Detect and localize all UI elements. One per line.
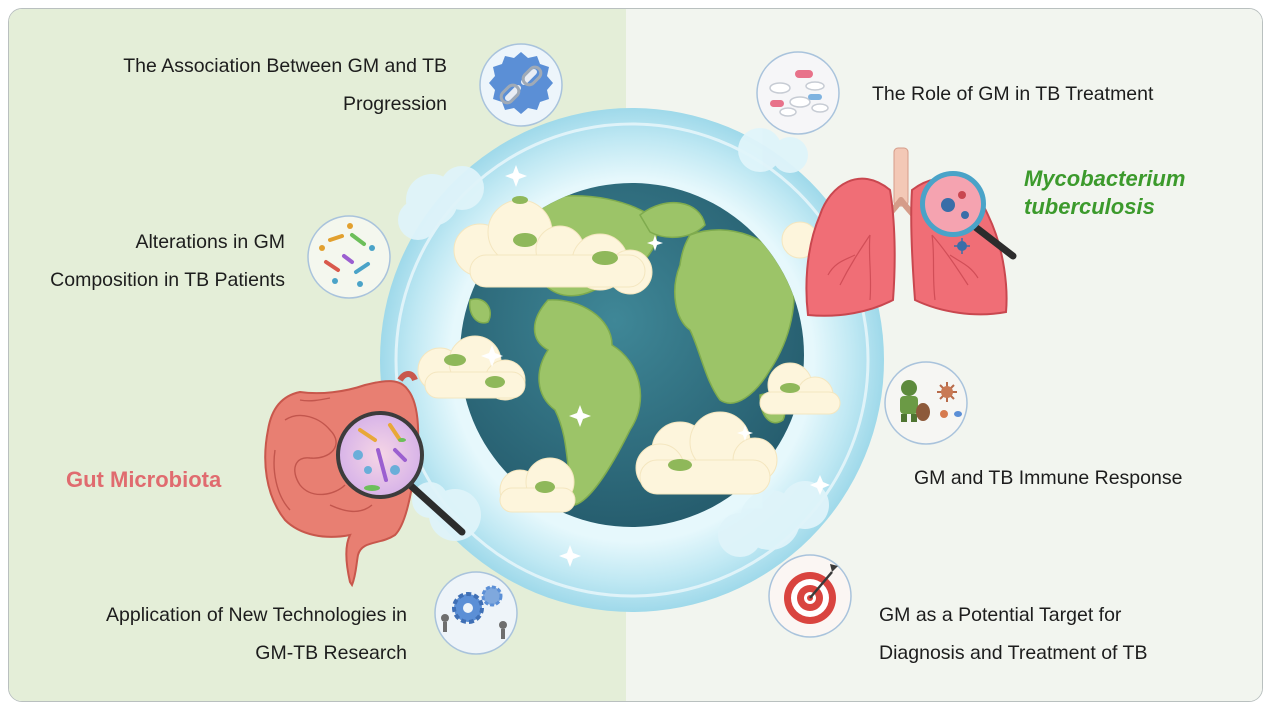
topic-immune-line1: GM and TB Immune Response <box>914 467 1183 489</box>
mycobacterium-title-line1: Mycobacterium <box>1024 166 1186 191</box>
mycobacterium-title: Mycobacterium tuberculosis <box>1024 165 1185 221</box>
topic-technologies: Application of New Technologies in GM-TB… <box>106 596 407 672</box>
immune-defender-icon <box>884 361 968 445</box>
topic-alterations: Alterations in GM Composition in TB Pati… <box>50 223 285 299</box>
topic-association-line2: Progression <box>342 93 447 115</box>
topic-association: The Association Between GM and TB Progre… <box>123 47 447 123</box>
topic-alterations-line1: Alterations in GM <box>135 231 285 253</box>
target-icon <box>768 554 852 638</box>
link-icon <box>479 43 563 127</box>
bacteria-icon <box>954 238 970 254</box>
topic-treatment: The Role of GM in TB Treatment <box>872 75 1153 113</box>
gears-icon <box>434 571 518 655</box>
leaf-icon <box>444 196 800 493</box>
topic-target-line2: Diagnosis and Treatment of TB <box>879 642 1148 664</box>
topic-alterations-line2: Composition in TB Patients <box>50 269 285 291</box>
mycobacterium-title-line2: tuberculosis <box>1024 194 1155 219</box>
topic-technologies-line2: GM-TB Research <box>255 642 407 664</box>
magnifier-icon <box>336 411 466 536</box>
topic-target: GM as a Potential Target for Diagnosis a… <box>879 596 1147 672</box>
topic-treatment-line1: The Role of GM in TB Treatment <box>872 83 1154 105</box>
topic-immune: GM and TB Immune Response <box>914 459 1182 497</box>
topic-target-line1: GM as a Potential Target for <box>879 604 1122 626</box>
topic-association-line1: The Association Between GM and TB <box>123 55 447 77</box>
magnifier-icon <box>920 171 1017 260</box>
microbes-icon <box>307 215 391 299</box>
topic-technologies-line1: Application of New Technologies in <box>106 604 407 626</box>
pills-icon <box>756 51 840 135</box>
gut-microbiota-title: Gut Microbiota <box>66 467 222 492</box>
